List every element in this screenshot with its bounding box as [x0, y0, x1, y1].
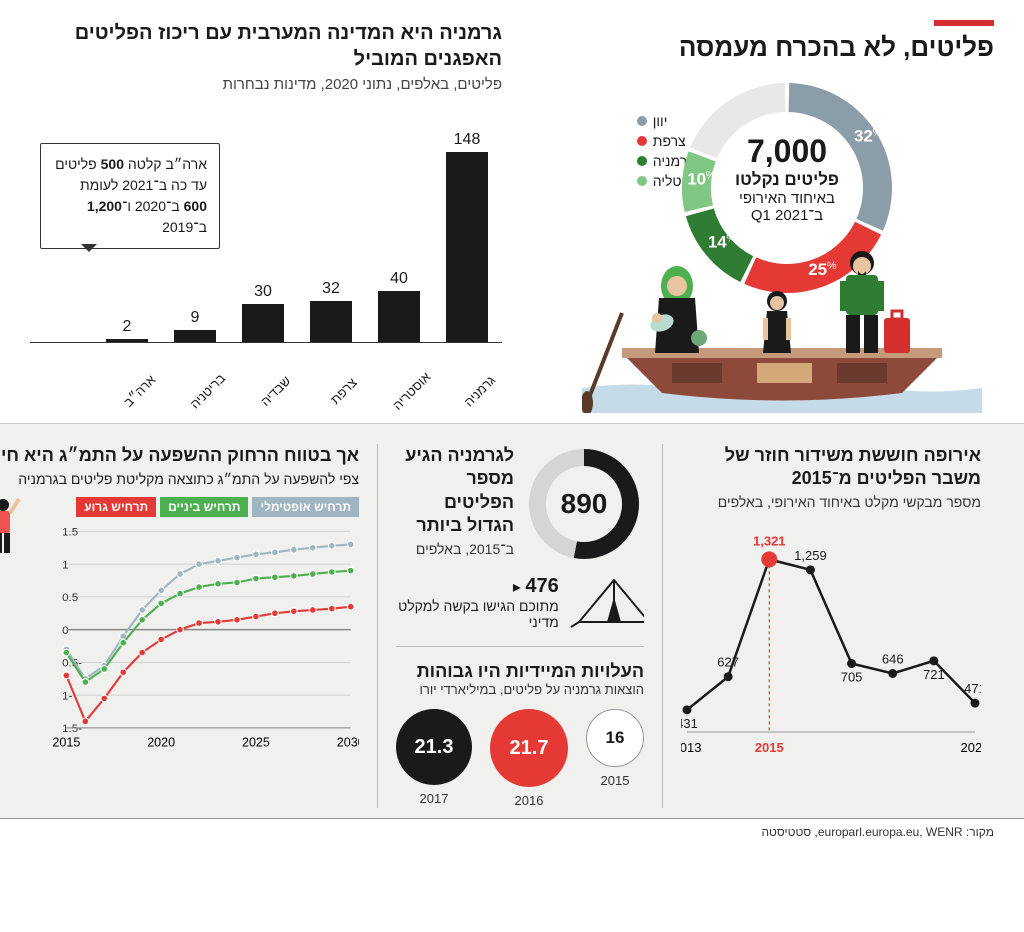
cost-circle-2017: 21.3 2017 — [396, 709, 472, 808]
svg-text:705: 705 — [841, 669, 863, 684]
arrow-icon: ▸ — [513, 579, 521, 596]
bar-labels: גרמניהאוסטריהצרפתשבדיהבריטניהארה״ב — [30, 360, 502, 383]
svg-text:721: 721 — [923, 667, 945, 682]
accent-bar — [934, 20, 994, 26]
costs-title: העלויות המיידיות היו גבוהות — [396, 661, 644, 682]
bar-אוסטריה: 40 — [374, 270, 424, 342]
svg-text:0.5: 0.5 — [62, 592, 78, 604]
gdp-legend: תרחיש אופטימליתרחיש בינייםתרחיש גרוע — [35, 497, 359, 517]
svg-text:-1: -1 — [62, 690, 72, 702]
bar-ארה״ב: 2 — [102, 318, 152, 342]
bar-chart-subtitle: פליטים, באלפים, נתוני 2020, מדינות נבחרו… — [30, 76, 502, 93]
gdp-legend-badge: תרחיש גרוע — [76, 497, 156, 517]
svg-text:627: 627 — [717, 654, 739, 669]
donut-center-line3: ב־Q1 2021 — [707, 207, 867, 224]
gdp-legend-badge: תרחיש ביניים — [160, 497, 248, 517]
donut-center-number: 7,000 — [707, 133, 867, 170]
svg-text:2025: 2025 — [242, 736, 270, 750]
bar-label: שבדיה — [253, 368, 299, 414]
bar-גרמניה: 148 — [442, 131, 492, 342]
gdp-title: אך בטווח הרחוק ההשפעה על התמ״ג היא חיובי… — [0, 444, 359, 491]
donut-center-line1: פליטים נקלטו — [707, 170, 867, 190]
cost-circles: 16 2015 21.7 2016 21.3 2017 — [396, 709, 644, 808]
donut-center-line2: באיחוד האירופי — [707, 190, 867, 207]
svg-text:2020: 2020 — [961, 740, 981, 755]
bar-צרפת: 32 — [306, 280, 356, 342]
donut-center: 7,000 פליטים נקלטו באיחוד האירופי ב־Q1 2… — [707, 133, 867, 224]
germany-subtitle: ב־2015, באלפים — [396, 541, 514, 557]
svg-text:2015: 2015 — [52, 736, 80, 750]
svg-text:2020: 2020 — [147, 736, 175, 750]
asylum-subtitle: מספר מבקשי מקלט באיחוד האירופי, באלפים — [681, 494, 981, 510]
bar-label: גרמניה — [457, 368, 503, 414]
svg-text:431: 431 — [681, 716, 698, 731]
svg-text:2030: 2030 — [337, 736, 359, 750]
gdp-panel: אך בטווח הרחוק ההשפעה על התמ״ג היא חיובי… — [0, 444, 378, 808]
svg-text:1: 1 — [62, 559, 68, 571]
donut-890: 890 — [524, 444, 644, 564]
bar-בריטניה: 9 — [170, 309, 220, 342]
svg-text:2013: 2013 — [681, 740, 701, 755]
germany-title: לגרמניה הגיע מספר הפליטים הגדול ביותר — [396, 444, 514, 538]
bar-chart-title: גרמניה היא המדינה המערבית עם ריכוז הפליט… — [30, 20, 502, 72]
source-line: מקור: europarl.europa.eu, WENR, סטטיסטה — [0, 818, 1024, 859]
svg-text:2015: 2015 — [755, 740, 784, 755]
cost-circle-2016: 21.7 2016 — [490, 709, 568, 808]
bar-chart-panel: גרמניה היא המדינה המערבית עם ריכוז הפליט… — [30, 20, 502, 413]
svg-text:471: 471 — [964, 681, 981, 696]
donut-panel: פליטים, לא בהכרח מעמסה יווןצרפתגרמניהאיט… — [522, 20, 994, 413]
bar-label: צרפת — [321, 368, 367, 414]
bar-label: בריטניה — [185, 368, 231, 414]
svg-text:10: 10 — [687, 169, 706, 188]
donut-890-value: 890 — [524, 444, 644, 564]
bar-label: אוסטריה — [389, 368, 435, 414]
tent-icon — [569, 572, 644, 632]
tent-number: 476 — [525, 575, 558, 597]
svg-text:%: % — [873, 127, 883, 139]
gdp-line-chart: 1.510.50-0.5-1-1.52015202020252030 — [35, 523, 359, 753]
svg-text:-1.5: -1.5 — [62, 723, 82, 735]
boat-illustration — [582, 233, 982, 413]
asylum-title: אירופה חוששת משידור חוזר של משבר הפליטים… — [681, 444, 981, 491]
costs-subtitle: הוצאות גרמניה על פליטים, במיליארדי יורו — [396, 682, 644, 697]
gdp-legend-badge: תרחיש אופטימלי — [252, 497, 359, 517]
svg-text:1,321: 1,321 — [753, 533, 786, 548]
bars-row: 148 40 32 30 9 2 — [30, 143, 502, 343]
svg-text:1,259: 1,259 — [794, 548, 827, 563]
bar-label: ארה״ב — [117, 368, 163, 414]
tent-text: מתוכם הגישו בקשה למקלט מדיני — [396, 598, 559, 630]
asylum-panel: אירופה חוששת משידור חוזר של משבר הפליטים… — [663, 444, 999, 808]
cost-circle-2015: 16 2015 — [586, 709, 644, 808]
svg-text:646: 646 — [882, 651, 904, 666]
asylum-line-chart: 431 627 1,321 1,259 705 646 721 471 2013 2015 2020 — [681, 520, 981, 760]
bar-שבדיה: 30 — [238, 283, 288, 343]
hikers-icon — [0, 491, 25, 581]
germany-panel: 890 לגרמניה הגיע מספר הפליטים הגדול ביות… — [378, 444, 663, 808]
svg-text:0: 0 — [62, 625, 68, 637]
main-title: פליטים, לא בהכרח מעמסה — [522, 32, 994, 63]
svg-text:1.5: 1.5 — [62, 526, 78, 538]
